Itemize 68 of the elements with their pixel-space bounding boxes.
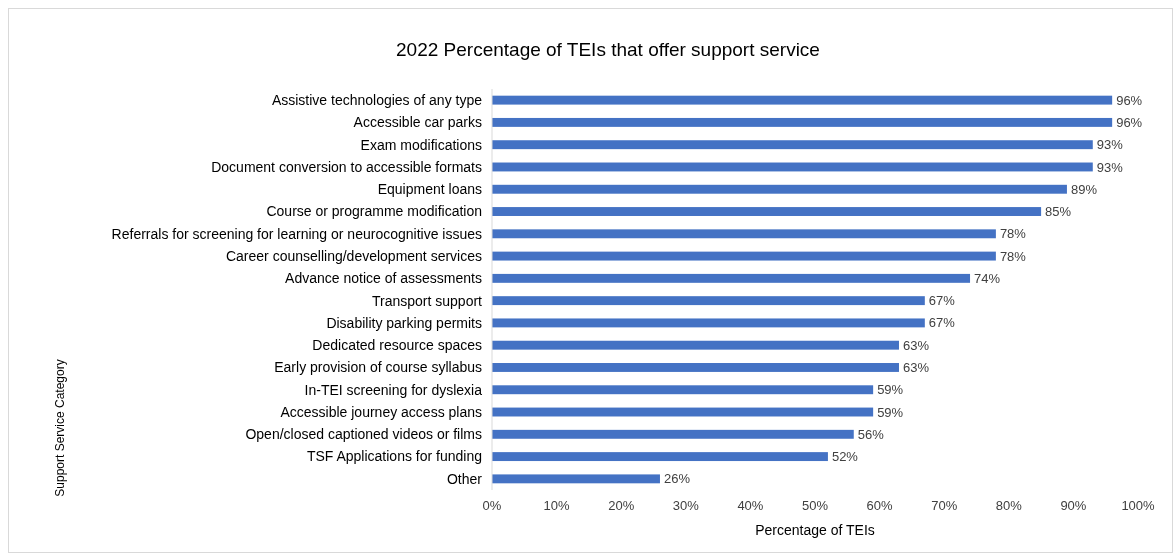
data-label: 93%	[1096, 137, 1124, 153]
y-tick-label: Open/closed captioned videos or films	[245, 426, 482, 443]
y-tick-label: Disability parking permits	[326, 314, 482, 331]
y-tick-label: Dedicated resource spaces	[312, 337, 482, 354]
bar	[492, 318, 925, 328]
data-label: 85%	[1045, 204, 1072, 220]
data-label: 56%	[857, 426, 885, 442]
bar	[492, 162, 1093, 172]
x-tick-label: 10%	[543, 498, 571, 513]
data-label: 26%	[663, 471, 691, 487]
bar	[492, 340, 899, 350]
y-tick-label: Course or programme modification	[266, 203, 482, 220]
y-tick-label: Other	[446, 470, 483, 487]
x-tick-label: 70%	[931, 498, 958, 513]
y-tick-label: Advance notice of assessments	[285, 270, 482, 287]
bar	[492, 140, 1093, 150]
bar	[492, 474, 660, 484]
bar	[492, 251, 996, 261]
x-axis-title: Percentage of TEIs	[755, 522, 875, 538]
y-tick-label: Equipment loans	[377, 181, 482, 198]
data-label: 89%	[1070, 181, 1098, 197]
data-label: 67%	[928, 315, 956, 331]
y-tick-label: Career counselling/development services	[225, 247, 482, 264]
data-label: 96%	[1116, 92, 1143, 108]
data-label: 67%	[928, 293, 956, 309]
data-label: 52%	[831, 449, 859, 465]
y-tick-label: Transport support	[372, 292, 483, 309]
data-label: 59%	[877, 382, 904, 398]
x-tick-label: 50%	[801, 498, 829, 513]
bar	[492, 117, 1113, 127]
bar	[492, 229, 996, 239]
y-tick-label: Assistive technologies of any type	[271, 92, 483, 109]
data-label: 63%	[902, 360, 930, 376]
x-tick-label: 80%	[995, 498, 1023, 513]
bar	[492, 385, 874, 395]
data-label: 74%	[974, 270, 1001, 286]
bar	[492, 452, 828, 462]
x-tick-label: 100%	[1121, 498, 1156, 513]
bar	[492, 273, 971, 283]
y-axis-title: Support Service Category	[53, 359, 67, 497]
y-tick-label: Early provision of course syllabus	[274, 359, 482, 376]
data-label: 78%	[999, 248, 1027, 264]
y-tick-label: Accessible car parks	[353, 114, 482, 131]
data-label: 96%	[1116, 114, 1143, 130]
y-tick-label: Document conversion to accessible formats	[211, 158, 482, 175]
data-label: 93%	[1096, 159, 1124, 175]
bar	[492, 296, 925, 306]
y-tick-label: TSF Applications for funding	[306, 448, 482, 465]
x-tick-label: 90%	[1060, 498, 1087, 513]
x-tick-label: 0%	[482, 498, 502, 513]
x-tick-label: 60%	[866, 498, 894, 513]
bar	[492, 95, 1113, 105]
bar	[492, 429, 854, 439]
bar	[492, 407, 874, 417]
bar	[492, 363, 899, 372]
y-tick-label: Exam modifications	[360, 136, 482, 153]
y-tick-label: Referrals for screening for learning or neurocognitive issues	[111, 225, 482, 242]
data-label: 63%	[902, 337, 930, 353]
chart-title: 2022 Percentage of TEIs that offer support service	[396, 39, 820, 60]
bar	[492, 184, 1067, 194]
x-tick-label: 20%	[608, 498, 635, 513]
data-label: 59%	[877, 404, 904, 420]
x-tick-label: 30%	[672, 498, 700, 513]
data-label: 78%	[999, 226, 1027, 242]
y-tick-label: Accessible journey access plans	[280, 403, 482, 420]
x-tick-label: 40%	[737, 498, 764, 513]
y-tick-label: In-TEI screening for dyslexia	[304, 381, 483, 398]
bar	[492, 207, 1042, 216]
